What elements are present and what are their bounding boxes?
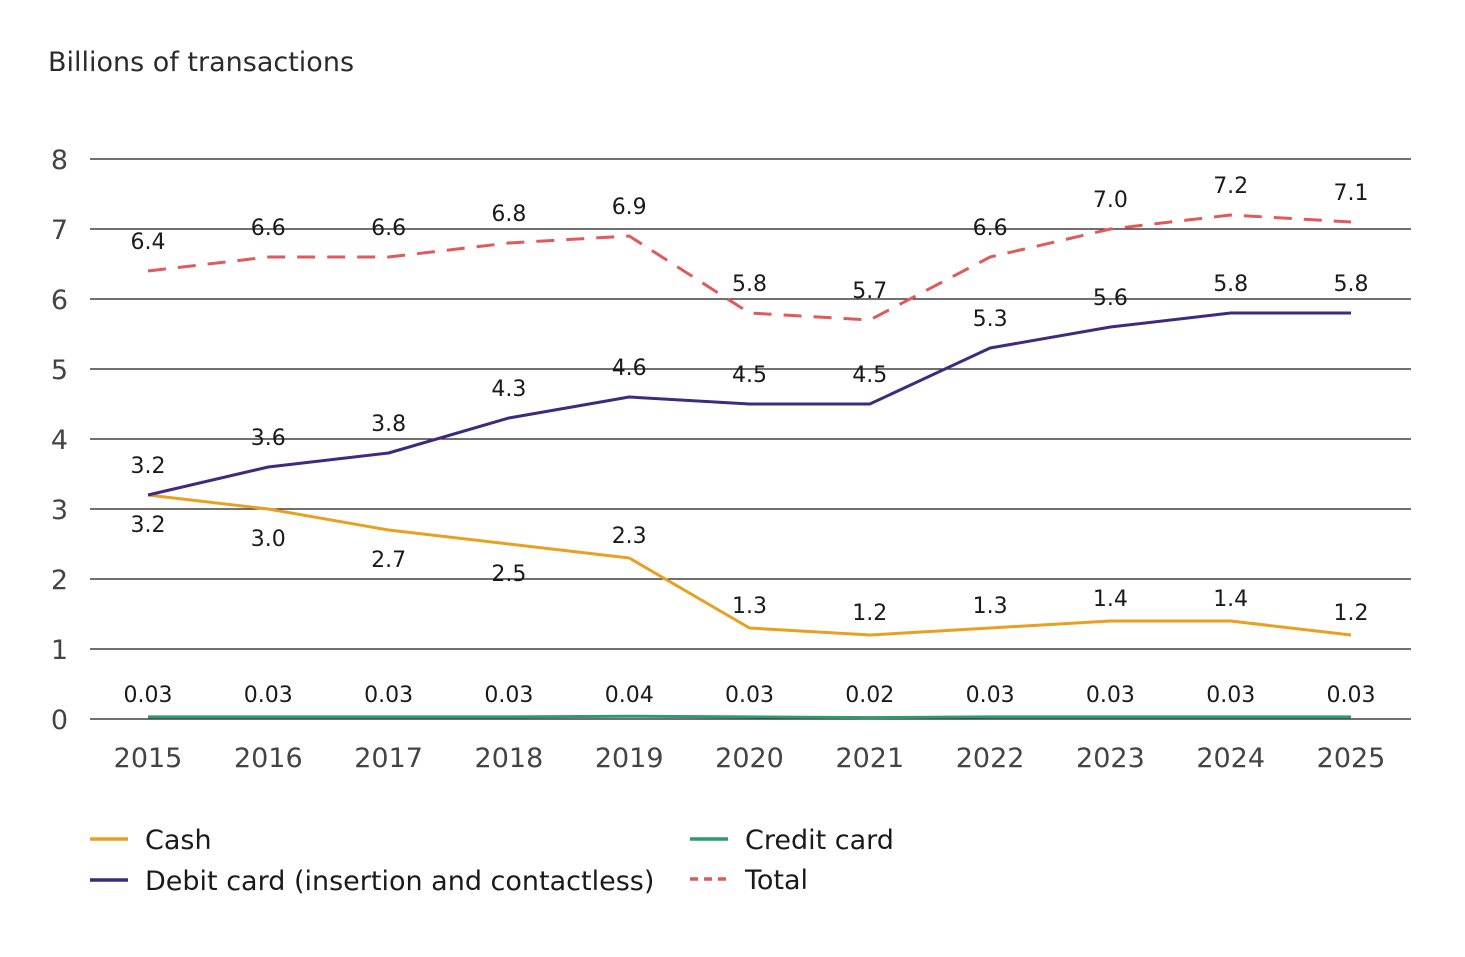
y-tick-label: 6 bbox=[51, 285, 68, 316]
gridlines bbox=[90, 158, 1411, 720]
series-lines bbox=[147, 213, 1352, 720]
y-tick-labels: 0 1 2 3 4 5 6 7 8 bbox=[51, 145, 68, 736]
y-tick-label: 0 bbox=[51, 705, 68, 736]
cash-data-label: 1.3 bbox=[732, 594, 767, 619]
y-axis-title: Billions of transactions bbox=[48, 47, 354, 78]
legend-item-debit-card-insertion-and-contactless: Debit card (insertion and contactless) bbox=[90, 866, 654, 897]
debit-card-data-label: 5.8 bbox=[1334, 272, 1369, 297]
debit-card-data-label: 3.2 bbox=[131, 454, 166, 479]
debit-card-data-label: 4.3 bbox=[491, 377, 526, 402]
y-tick-label: 1 bbox=[51, 635, 68, 666]
debit-card-data-label: 4.5 bbox=[852, 363, 887, 388]
legend-item-credit-card: Credit card bbox=[690, 825, 894, 856]
credit-card-data-label: 0.03 bbox=[124, 683, 173, 708]
credit-card-data-label: 0.03 bbox=[725, 683, 774, 708]
credit-card-data-label: 0.03 bbox=[364, 683, 413, 708]
x-tick-labels: 2015 2016 2017 2018 2019 2020 2021 2022 2023 2024… bbox=[114, 743, 1386, 774]
x-tick-label: 2016 bbox=[234, 743, 303, 774]
cash-data-label: 3.0 bbox=[251, 527, 286, 552]
cash-line bbox=[147, 493, 1352, 637]
x-tick-label: 2015 bbox=[114, 743, 183, 774]
x-tick-label: 2024 bbox=[1196, 743, 1265, 774]
x-tick-label: 2025 bbox=[1317, 743, 1386, 774]
debit-card-data-label: 4.6 bbox=[612, 356, 647, 381]
cash-data-label: 2.3 bbox=[612, 524, 647, 549]
credit-card-data-label: 0.03 bbox=[1327, 683, 1376, 708]
x-tick-label: 2018 bbox=[475, 743, 544, 774]
debit-card-data-label: 5.8 bbox=[1213, 272, 1248, 297]
credit-card-data-label: 0.02 bbox=[845, 683, 894, 708]
total-data-label: 7.0 bbox=[1093, 188, 1128, 213]
credit-card-data-label: 0.04 bbox=[605, 683, 654, 708]
credit-card-data-label: 0.03 bbox=[484, 683, 533, 708]
x-tick-label: 2020 bbox=[715, 743, 784, 774]
x-tick-label: 2022 bbox=[956, 743, 1025, 774]
y-tick-label: 5 bbox=[51, 355, 68, 386]
total-data-label: 6.4 bbox=[131, 230, 166, 255]
total-data-label: 7.2 bbox=[1213, 174, 1248, 199]
y-tick-label: 4 bbox=[51, 425, 68, 456]
total-data-label: 6.6 bbox=[371, 216, 406, 241]
legend-label: Cash bbox=[145, 825, 212, 856]
x-tick-label: 2021 bbox=[835, 743, 904, 774]
legend-label: Debit card (insertion and contactless) bbox=[145, 866, 654, 897]
cash-data-label: 2.5 bbox=[491, 562, 526, 587]
credit-card-data-label: 0.03 bbox=[244, 683, 293, 708]
debit-card-data-label: 3.8 bbox=[371, 412, 406, 437]
y-tick-label: 3 bbox=[51, 495, 68, 526]
x-tick-label: 2019 bbox=[595, 743, 664, 774]
total-data-label: 5.7 bbox=[852, 279, 887, 304]
cash-data-label: 1.4 bbox=[1213, 587, 1248, 612]
debit-card-data-label: 5.3 bbox=[973, 307, 1008, 332]
cash-data-label: 1.2 bbox=[852, 601, 887, 626]
x-tick-label: 2017 bbox=[354, 743, 423, 774]
data-labels: 6.4 6.6 6.6 6.8 6.9 5.8 5.7 6.6 7.0 7.2 7.1 3.2 3.6 3… bbox=[124, 174, 1376, 708]
debit-card-data-label: 4.5 bbox=[732, 363, 767, 388]
cash-data-label: 1.3 bbox=[973, 594, 1008, 619]
total-data-label: 6.9 bbox=[612, 195, 647, 220]
total-data-label: 6.8 bbox=[491, 202, 526, 227]
debit-card-insertion-and-contactless-line bbox=[147, 311, 1351, 497]
debit-card-data-label: 3.6 bbox=[251, 426, 286, 451]
total-line bbox=[147, 213, 1352, 322]
credit-card-line bbox=[148, 714, 1351, 720]
x-tick-label: 2023 bbox=[1076, 743, 1145, 774]
legend: Cash Debit card (insertion and contactles… bbox=[90, 825, 894, 897]
cash-data-label: 2.7 bbox=[371, 548, 406, 573]
total-data-label: 6.6 bbox=[251, 216, 286, 241]
cash-data-label: 1.4 bbox=[1093, 587, 1128, 612]
y-tick-label: 8 bbox=[51, 145, 68, 176]
legend-label: Credit card bbox=[745, 825, 894, 856]
total-data-label: 6.6 bbox=[973, 216, 1008, 241]
y-tick-label: 7 bbox=[51, 215, 68, 246]
credit-card-data-label: 0.03 bbox=[1206, 683, 1255, 708]
credit-card-data-label: 0.03 bbox=[966, 683, 1015, 708]
legend-label: Total bbox=[744, 865, 808, 896]
legend-item-cash: Cash bbox=[90, 825, 212, 856]
legend-item-total: Total bbox=[690, 865, 808, 896]
debit-card-data-label: 5.6 bbox=[1093, 286, 1128, 311]
credit-card-data-label: 0.03 bbox=[1086, 683, 1135, 708]
total-data-label: 5.8 bbox=[732, 272, 767, 297]
cash-data-label: 1.2 bbox=[1334, 601, 1369, 626]
y-tick-label: 2 bbox=[51, 565, 68, 596]
cash-data-label: 3.2 bbox=[131, 513, 166, 538]
total-data-label: 7.1 bbox=[1334, 181, 1369, 206]
